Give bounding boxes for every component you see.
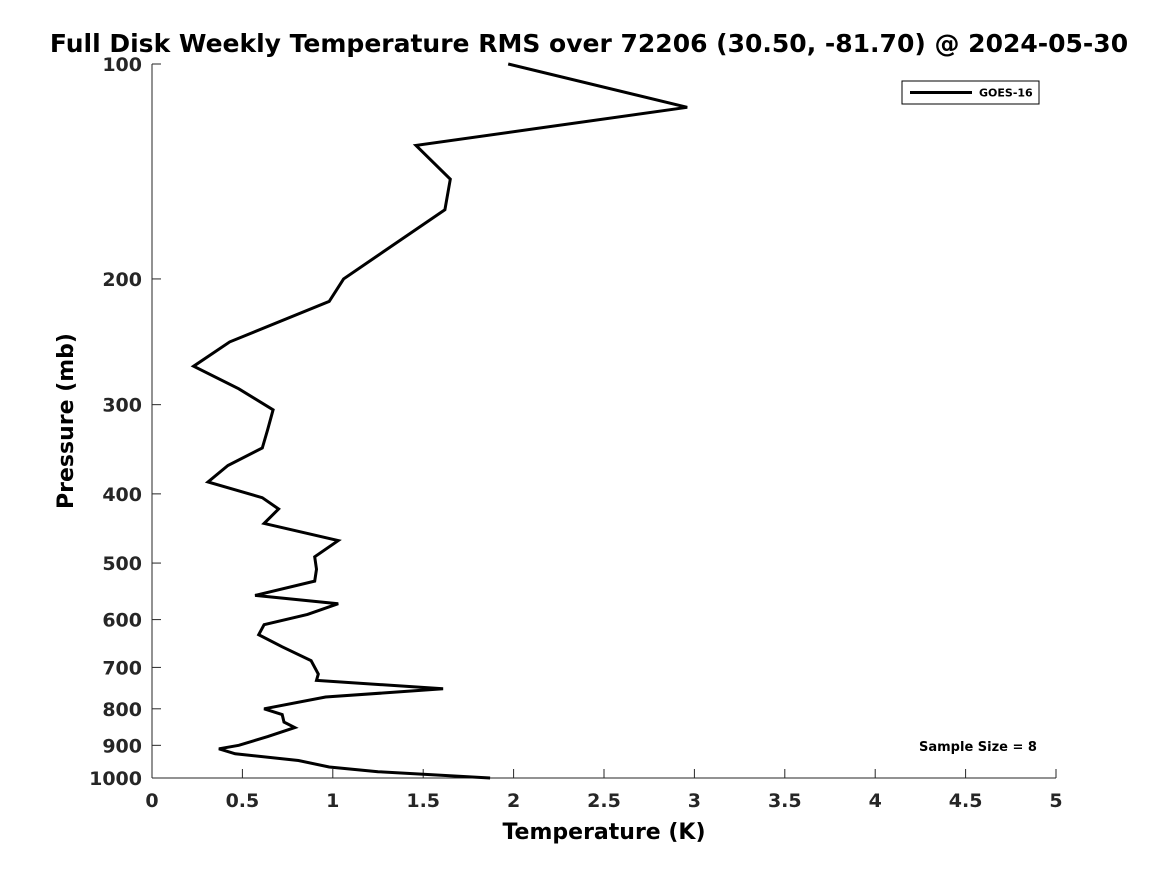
x-tick-label: 3.5 <box>768 790 802 812</box>
x-axis-label: Temperature (K) <box>502 820 705 845</box>
y-tick-label: 1000 <box>89 768 142 790</box>
y-tick-label: 400 <box>102 484 142 506</box>
x-tick-label: 4 <box>869 790 882 812</box>
x-tick-label: 4.5 <box>949 790 983 812</box>
x-tick-label: 2.5 <box>587 790 621 812</box>
x-tick-label: 1 <box>326 790 339 812</box>
x-tick-label: 2 <box>507 790 520 812</box>
series-line-goes-16 <box>190 62 688 780</box>
y-ticks: 100 200 300 400 500 600 700 800 900 1000 <box>89 54 161 790</box>
sample-size-annotation: Sample Size = 8 <box>919 740 1037 755</box>
y-tick-label: 300 <box>102 395 142 417</box>
x-tick-label: 3 <box>688 790 701 812</box>
chart-title: Full Disk Weekly Temperature RMS over 72… <box>50 29 1128 58</box>
legend-entry-goes-16: GOES-16 <box>979 87 1033 100</box>
y-tick-label: 200 <box>102 269 142 291</box>
legend: GOES-16 <box>901 80 1040 105</box>
x-tick-label: 5 <box>1049 790 1062 812</box>
x-tick-label: 0.5 <box>226 790 260 812</box>
plot-area <box>152 64 1056 778</box>
x-ticks: 0 0.5 1 1.5 2 2.5 3 3.5 4 4.5 5 <box>145 769 1063 812</box>
x-tick-label: 0 <box>145 790 158 812</box>
y-tick-label: 900 <box>102 735 142 757</box>
y-tick-label: 700 <box>102 657 142 679</box>
y-tick-label: 600 <box>102 610 142 632</box>
y-axis-label: Pressure (mb) <box>54 333 79 509</box>
y-tick-label: 800 <box>102 699 142 721</box>
x-tick-label: 1.5 <box>406 790 440 812</box>
y-tick-label: 500 <box>102 553 142 575</box>
y-tick-label: 100 <box>102 54 142 76</box>
